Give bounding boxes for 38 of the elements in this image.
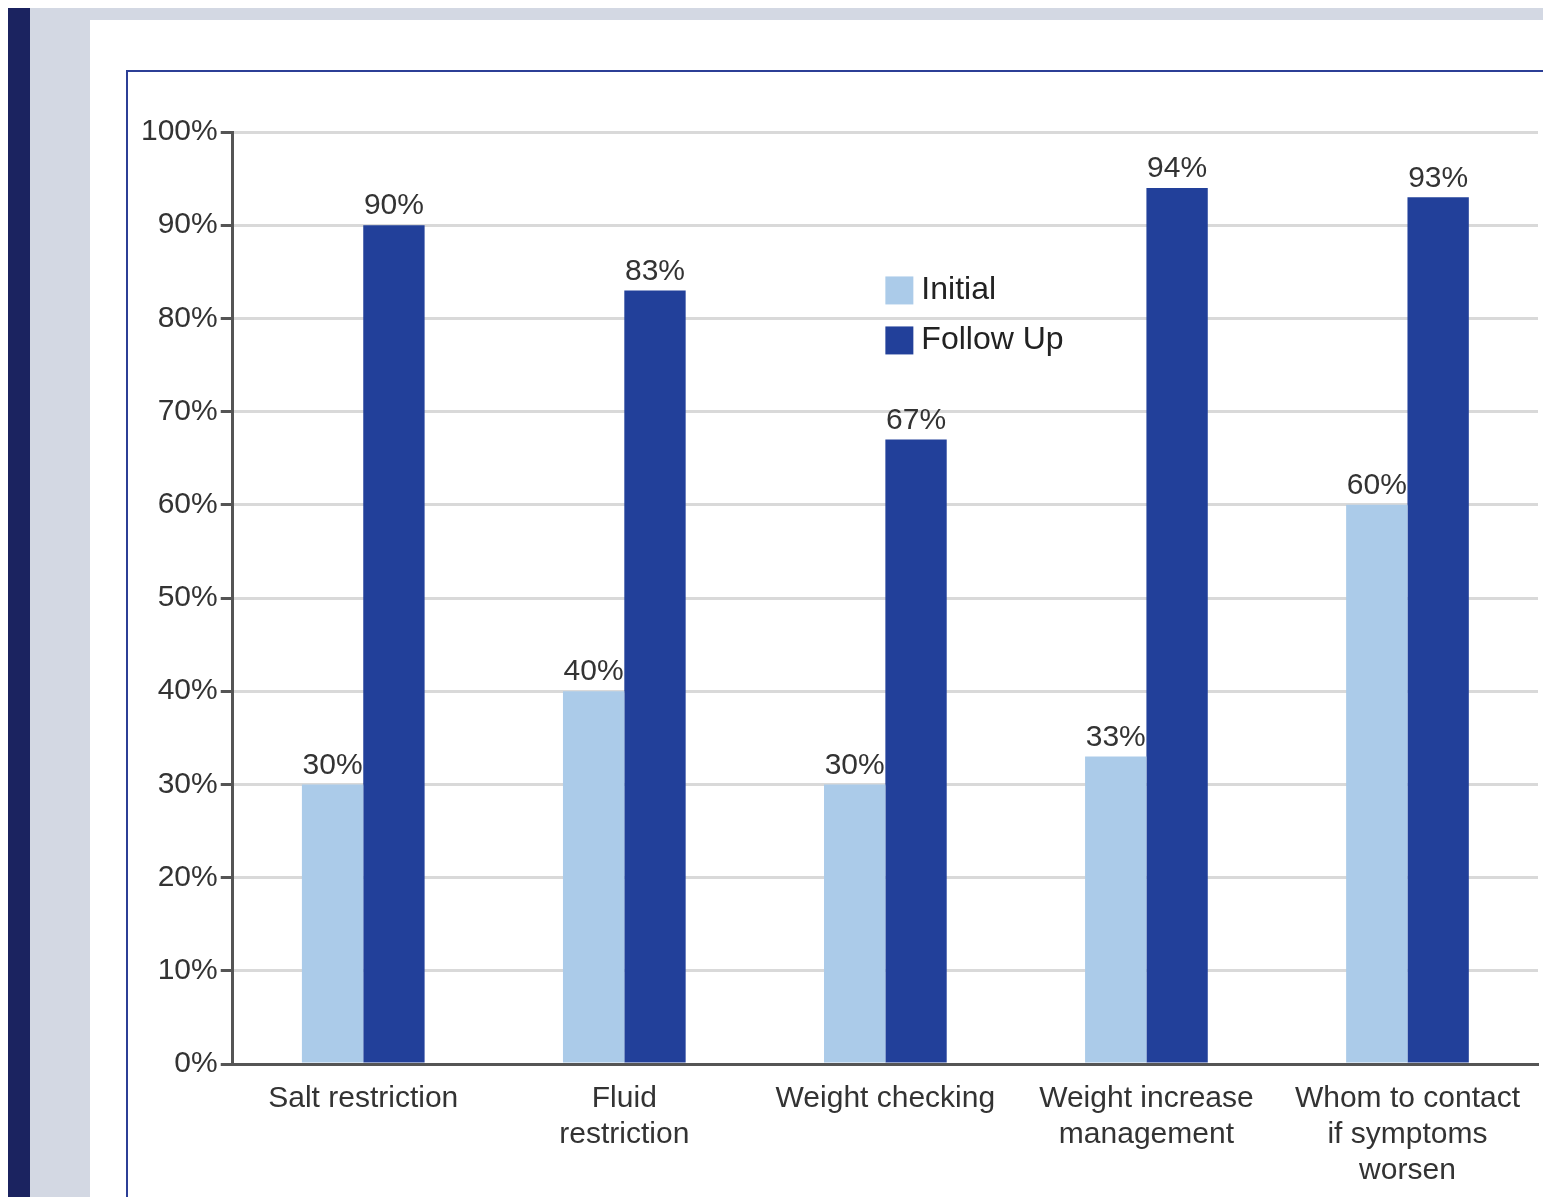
bar (885, 439, 947, 1063)
data-label: 30% (302, 746, 363, 780)
bar (562, 691, 625, 1063)
x-tick-label: Fluid restriction (559, 1080, 690, 1150)
y-tick-label: 0% (174, 1045, 218, 1079)
legend-label: Initial (921, 270, 997, 307)
data-label: 94% (1147, 150, 1208, 184)
x-tick-label: Weight checking (775, 1080, 996, 1114)
y-tick-label: 20% (157, 858, 218, 892)
bar (301, 784, 364, 1063)
y-tick-label: 30% (157, 765, 218, 799)
legend-label: Follow Up (921, 320, 1064, 357)
data-label: 93% (1408, 159, 1469, 193)
bar (1085, 756, 1147, 1063)
x-tick-label: Weight increase management (1039, 1080, 1254, 1150)
data-label: 40% (563, 653, 624, 687)
data-label: 83% (624, 252, 686, 286)
y-tick-label: 50% (157, 579, 218, 613)
y-tick-label: 100% (140, 113, 218, 147)
y-tick-label: 80% (157, 299, 218, 333)
bar (624, 290, 686, 1063)
x-tick-label: Salt restriction (268, 1080, 459, 1114)
bar (363, 225, 425, 1063)
data-label: 67% (886, 401, 947, 435)
bar (824, 784, 886, 1063)
y-tick-label: 60% (157, 486, 218, 520)
bar (1407, 197, 1469, 1063)
bar (1146, 187, 1208, 1063)
y-tick-label: 10% (157, 952, 218, 986)
data-label: 90% (363, 187, 424, 221)
data-label: 30% (824, 746, 885, 780)
bar (1346, 504, 1408, 1063)
x-tick-label: Whom to contact if symptoms worsen (1294, 1080, 1521, 1186)
y-tick-label: 40% (157, 672, 218, 706)
data-label: 60% (1346, 467, 1407, 501)
data-label: 33% (1085, 718, 1146, 752)
y-tick-label: 70% (157, 392, 218, 426)
y-tick-label: 90% (157, 206, 218, 240)
